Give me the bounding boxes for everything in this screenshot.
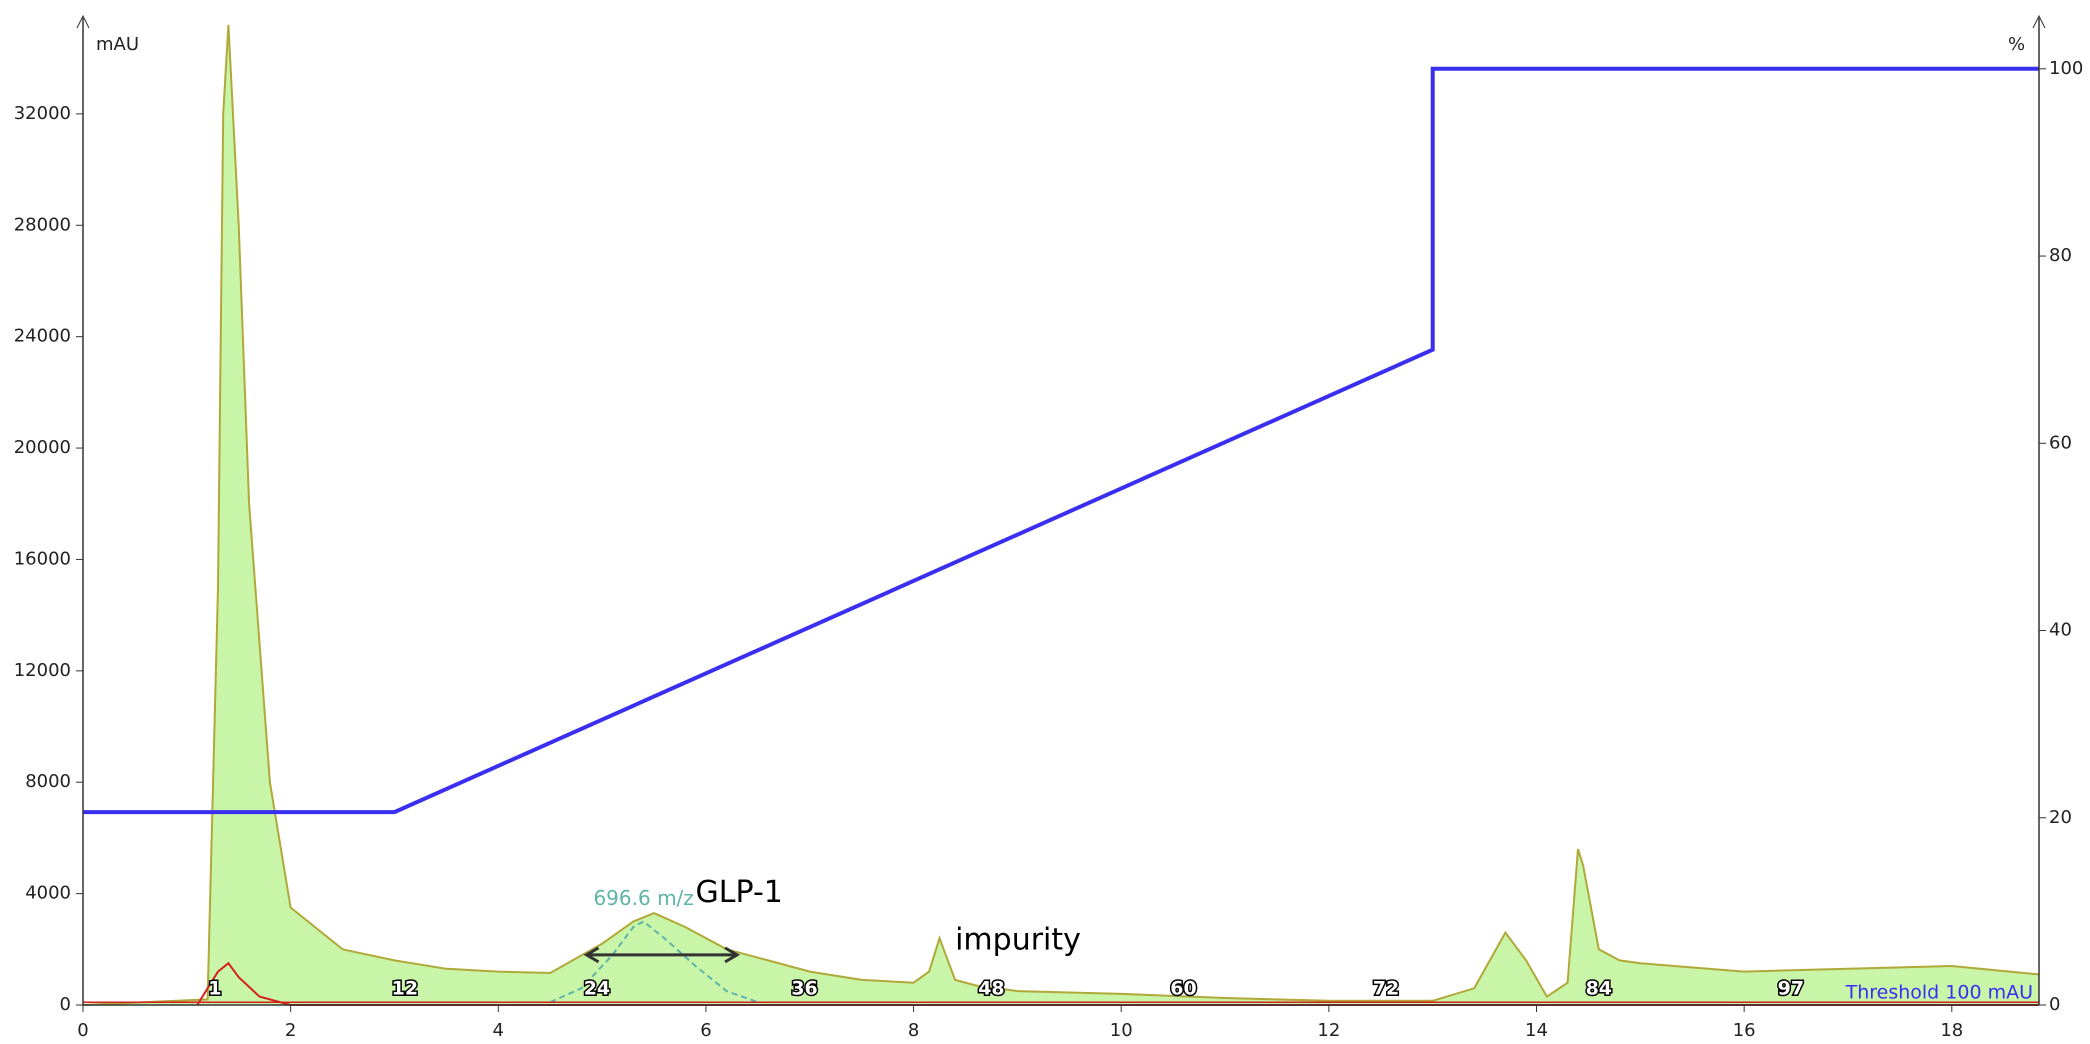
x-tick-label: 0 (77, 1020, 88, 1041)
y-tick-label: 16000 (14, 548, 71, 569)
y2-axis-label: % (2008, 34, 2025, 55)
x-tick-label: 10 (1110, 1020, 1133, 1041)
x-tick-label: 14 (1525, 1020, 1548, 1041)
x-tick-label: 16 (1733, 1020, 1756, 1041)
fraction-label: 72 (1373, 978, 1399, 1000)
annotation: GLP-1 (696, 875, 783, 910)
y2-axis-arrow (2032, 14, 2046, 29)
x-tick-label: 12 (1317, 1020, 1340, 1041)
fraction-label: 97 (1778, 978, 1804, 1000)
y2-tick-label: 20 (2049, 807, 2072, 828)
fraction-label: 24 (584, 978, 610, 1000)
y-tick-label: 20000 (14, 437, 71, 458)
fraction-label: 1 (208, 978, 221, 1000)
arrow-head (583, 946, 741, 964)
y-tick-label: 32000 (14, 103, 71, 124)
fraction-label: 36 (791, 978, 817, 1000)
x-tick-label: 18 (1940, 1020, 1963, 1041)
y-tick-label: 12000 (14, 660, 71, 681)
y-tick-label: 8000 (25, 771, 71, 792)
line (549, 920, 759, 1004)
y-tick-label: 28000 (14, 214, 71, 235)
y2-tick-label: 60 (2049, 432, 2072, 453)
area (83, 24, 2039, 1006)
y-axis-arrow (76, 14, 90, 29)
threshold-label: Threshold 100 mAU (1845, 982, 2033, 1004)
fraction-label: 84 (1586, 978, 1612, 1000)
x-tick-label: 4 (493, 1020, 504, 1041)
series-label: 696.6 m/z (593, 886, 693, 910)
y-tick-label: 4000 (25, 883, 71, 904)
x-tick-label: 6 (700, 1020, 711, 1041)
x-tick-label: 2 (285, 1020, 296, 1041)
fraction-label: 60 (1170, 978, 1196, 1000)
fraction-label: 12 (392, 978, 418, 1000)
annotation: impurity (955, 922, 1081, 957)
fraction-label: 48 (978, 978, 1004, 1000)
y2-tick-label: 80 (2049, 245, 2072, 266)
line (82, 24, 2040, 1006)
line (83, 66, 2039, 815)
x-tick-label: 8 (908, 1020, 919, 1041)
y-tick-label: 24000 (14, 326, 71, 347)
y-axis-label: mAU (96, 34, 139, 55)
y2-tick-label: 40 (2049, 620, 2072, 641)
y-tick-label: 0 (60, 994, 71, 1015)
y2-tick-label: 100 (2049, 58, 2083, 79)
y2-tick-label: 0 (2049, 994, 2060, 1015)
